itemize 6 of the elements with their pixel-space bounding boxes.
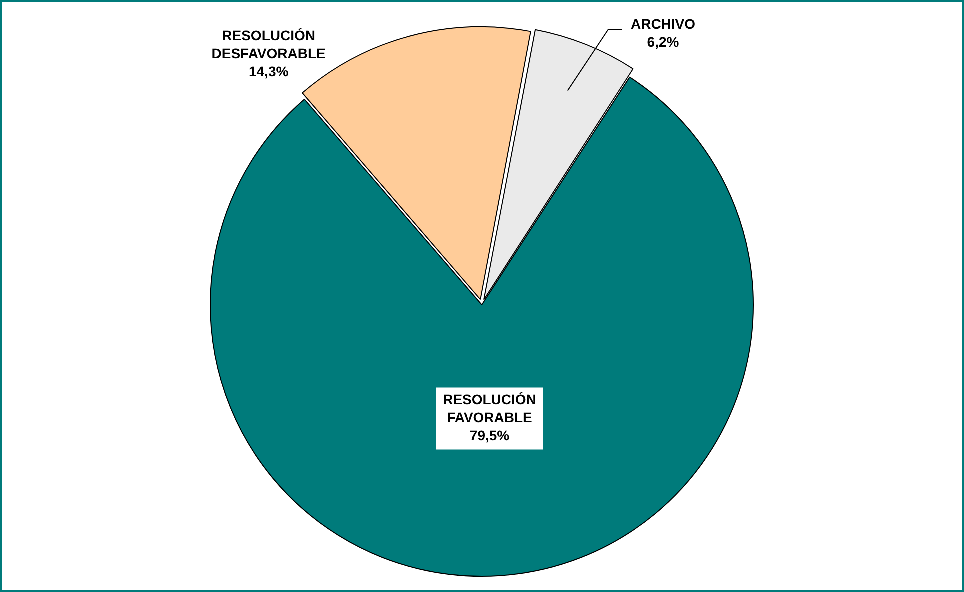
data-label: 14,3%	[248, 64, 290, 80]
slice-label: ARCHIVO	[630, 16, 696, 32]
data-label: 79,5%	[470, 428, 510, 444]
slice-label: RESOLUCIÓN DESFAVORABLE	[212, 28, 326, 62]
data-label: 6,2%	[647, 34, 680, 50]
slice-label: RESOLUCIÓN FAVORABLE	[443, 392, 536, 426]
